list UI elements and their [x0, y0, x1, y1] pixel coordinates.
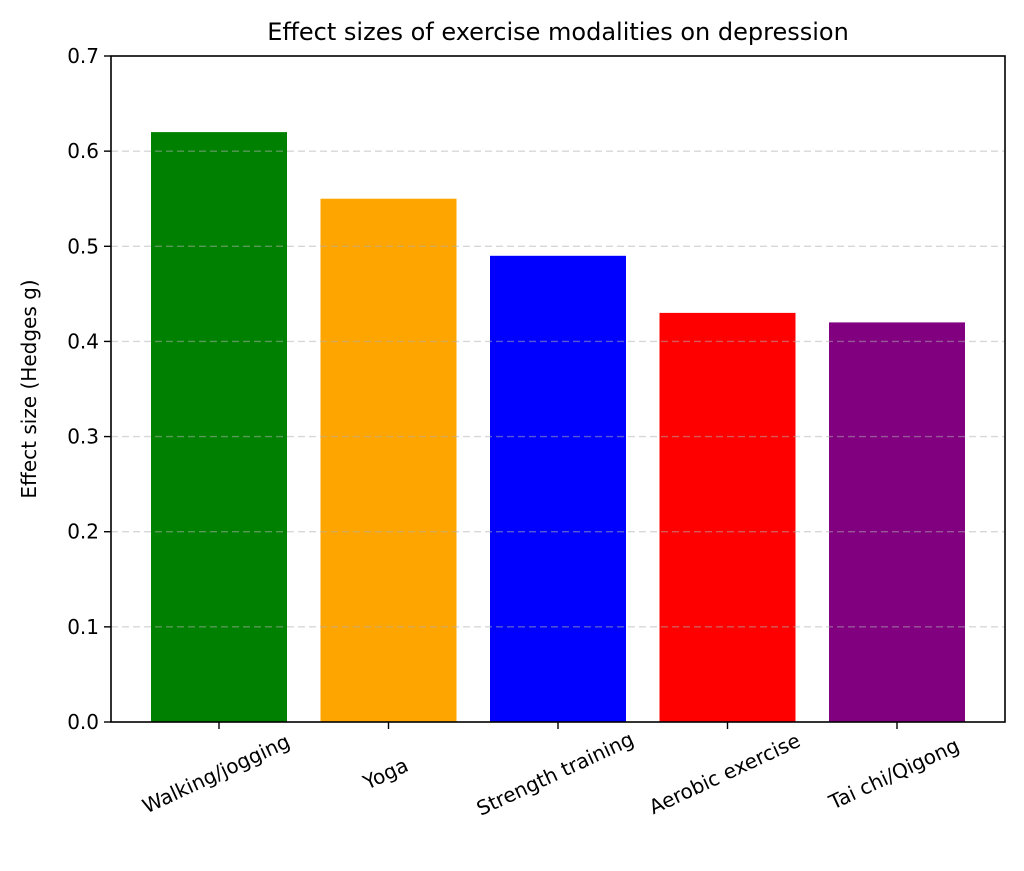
gridlines-group [111, 150, 1005, 628]
x-tick-label: Yoga [358, 753, 411, 795]
y-axis-label: Effect size (Hedges g) [17, 279, 41, 498]
y-tick-label: 0.0 [67, 710, 99, 734]
y-tick-label: 0.1 [67, 615, 99, 639]
y-tick-label: 0.4 [67, 329, 99, 353]
x-tick-label: Tai chi/Qigong [824, 733, 963, 815]
y-tick-label: 0.7 [67, 44, 99, 68]
y-tick-label: 0.3 [67, 425, 99, 449]
x-axis-ticks: Walking/jogging Yoga Strength training Aero… [139, 722, 963, 821]
bar-yoga [320, 198, 457, 722]
chart-title: Effect sizes of exercise modalities on d… [267, 18, 849, 46]
y-tick-label: 0.2 [67, 520, 99, 544]
y-tick-label: 0.5 [67, 234, 99, 258]
x-tick-label: Strength training [473, 727, 638, 821]
bar-aerobic-exercise [659, 312, 796, 722]
bar-tai-chi-qigong [829, 322, 965, 722]
x-tick-label: Aerobic exercise [645, 728, 804, 819]
bar-walking-jogging [151, 132, 287, 723]
x-tick-label: Walking/jogging [139, 729, 294, 818]
bar-strength-training [490, 255, 626, 723]
plot-frame [110, 55, 1006, 723]
y-tick-label: 0.6 [67, 139, 99, 163]
bars-group [151, 132, 965, 723]
y-axis-ticks: 0.0 0.1 0.2 0.3 0.4 0.5 0.6 0.7 [67, 44, 111, 734]
